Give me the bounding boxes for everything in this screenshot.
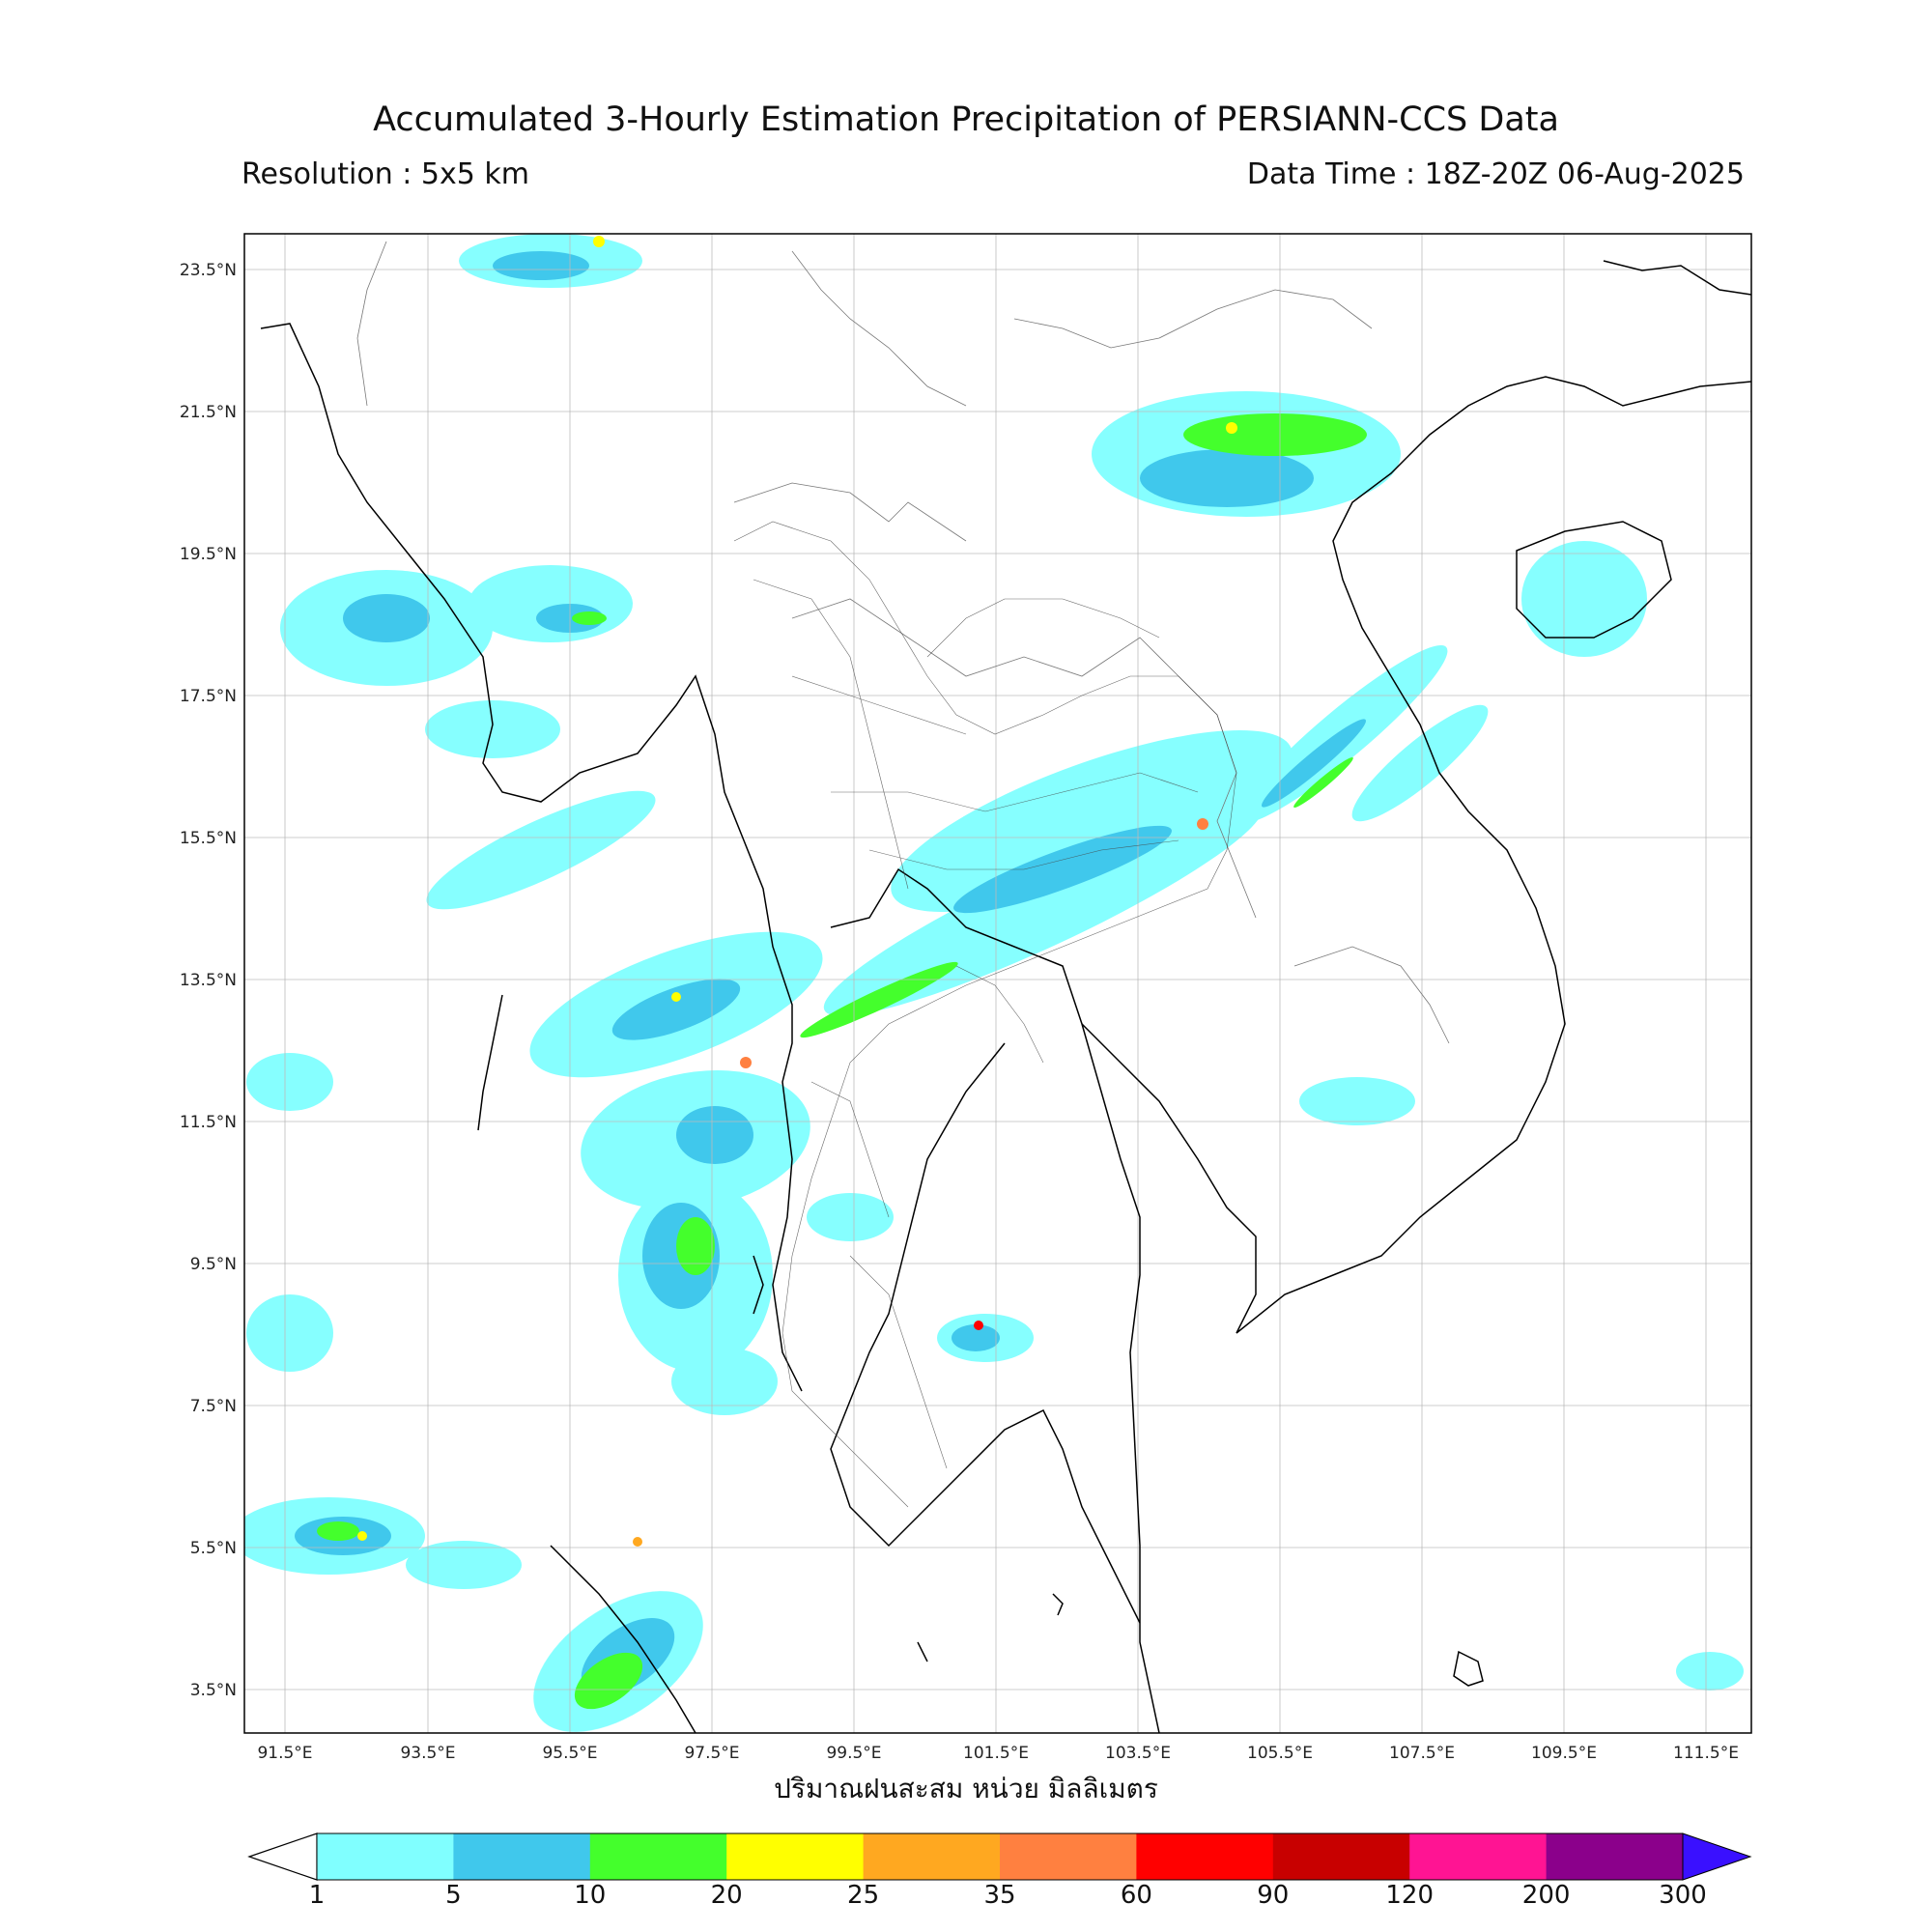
colorbar-segment	[1000, 1833, 1137, 1880]
colorbar-segment	[726, 1833, 865, 1880]
colorbar-tick-label: 25	[847, 1881, 880, 1910]
lat-tick-labels: 23.5°N 21.5°N 19.5°N 17.5°N 15.5°N 13.5°…	[180, 261, 237, 1700]
lat-label: 23.5°N	[180, 261, 237, 280]
colorbar-tick-label: 10	[574, 1881, 607, 1910]
colorbar-segment	[1272, 1833, 1410, 1880]
colorbar-segment	[317, 1833, 454, 1880]
colorbar-tick-label: 35	[983, 1881, 1016, 1910]
lon-label: 95.5°E	[542, 1744, 597, 1763]
lon-tick-labels: 91.5°E 93.5°E 95.5°E 97.5°E 99.5°E 101.5…	[257, 1744, 1739, 1763]
precip-moderate	[295, 251, 1367, 1695]
admin-borders	[356, 241, 1450, 1044]
lat-label: 3.5°N	[190, 1681, 237, 1700]
colorbar-tick-label: 120	[1385, 1881, 1435, 1910]
resolution-label: Resolution : 5x5 km	[242, 157, 529, 191]
colorbar-segment	[863, 1833, 1001, 1880]
thailand-provinces	[733, 521, 1237, 1508]
lat-label: 19.5°N	[180, 545, 237, 564]
colorbar-tick-label: 300	[1659, 1881, 1707, 1910]
map-frame	[243, 233, 1752, 1734]
lon-label: 93.5°E	[400, 1744, 455, 1763]
colorbar-segment	[1409, 1833, 1548, 1880]
colorbar-tick-label: 20	[710, 1881, 743, 1910]
colorbar-frame	[316, 1833, 1684, 1881]
graticule	[244, 234, 1751, 1733]
coastlines	[260, 260, 1751, 1733]
lon-label: 99.5°E	[826, 1744, 881, 1763]
colorbar-tick-label: 90	[1257, 1881, 1290, 1910]
colorbar-segment	[1546, 1833, 1684, 1880]
lon-label: 105.5°E	[1247, 1744, 1313, 1763]
map-plot-area	[244, 234, 1751, 1733]
colorbar-segment	[1136, 1833, 1274, 1880]
lon-label: 103.5°E	[1105, 1744, 1171, 1763]
lon-label: 91.5°E	[257, 1744, 312, 1763]
lon-label: 111.5°E	[1673, 1744, 1739, 1763]
lat-label: 13.5°N	[180, 971, 237, 990]
colorbar-tick-label: 5	[445, 1881, 462, 1910]
lat-label: 9.5°N	[190, 1255, 237, 1274]
lat-label: 21.5°N	[180, 403, 237, 422]
colorbar-tick-label: 60	[1120, 1881, 1152, 1910]
lat-label: 7.5°N	[190, 1397, 237, 1416]
colorbar-tick-label: 200	[1521, 1881, 1571, 1910]
colorbar-segment	[453, 1833, 591, 1880]
precip-light	[244, 234, 1744, 1732]
colorbar-tick-label: 1	[308, 1881, 326, 1910]
precip-intense	[357, 236, 1237, 1547]
x-axis-label: ปริมาณฝนสะสม หน่วย มิลลิเมตร	[774, 1773, 1158, 1804]
lon-label: 97.5°E	[684, 1744, 739, 1763]
data-time-label: Data Time : 18Z-20Z 06-Aug-2025	[1246, 157, 1745, 191]
lat-label: 17.5°N	[180, 687, 237, 706]
lon-label: 109.5°E	[1531, 1744, 1597, 1763]
lat-label: 15.5°N	[180, 829, 237, 848]
lat-label: 11.5°N	[180, 1113, 237, 1132]
lat-label: 5.5°N	[190, 1539, 237, 1558]
colorbar-under-arrow	[247, 1833, 318, 1881]
colorbar-over-arrow	[1682, 1833, 1752, 1881]
colorbar	[247, 1833, 1752, 1881]
lon-label: 107.5°E	[1389, 1744, 1455, 1763]
map-title: Accumulated 3-Hourly Estimation Precipit…	[373, 100, 1559, 139]
colorbar-segment	[589, 1833, 727, 1880]
lon-label: 101.5°E	[963, 1744, 1029, 1763]
